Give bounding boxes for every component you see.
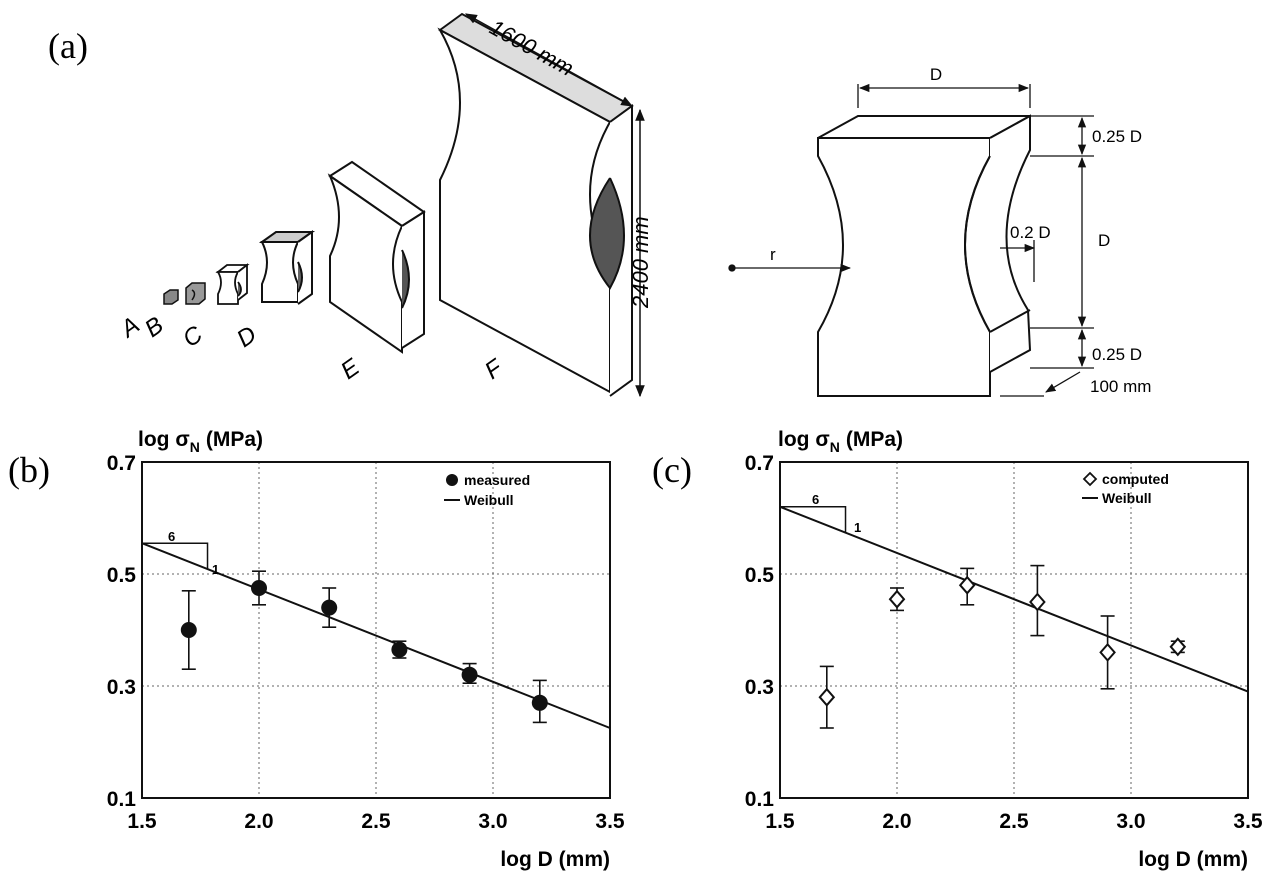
x-tick-label: 3.0 xyxy=(478,810,507,833)
specimen-label-d: D xyxy=(232,321,262,353)
data-point xyxy=(1099,642,1116,662)
slope-run-label: 6 xyxy=(812,492,819,507)
y-tick-label: 0.7 xyxy=(107,452,136,475)
detail-specimen xyxy=(817,114,1032,397)
data-marks xyxy=(141,542,611,729)
y-tick-label: 0.1 xyxy=(107,788,137,811)
legend-computed-label: computed xyxy=(1102,471,1169,487)
panel-label-c: (c) xyxy=(652,450,692,490)
detail-notch-dim: 0.2 D xyxy=(1010,223,1051,242)
slope-rise-label: 1 xyxy=(854,520,861,535)
slope-triangle: 6 1 xyxy=(142,529,219,577)
detail-lower-dim: 0.25 D xyxy=(1092,345,1142,364)
panel-label-a: (a) xyxy=(48,26,88,66)
specimen-letter-labels: A B C D E F xyxy=(114,312,508,385)
slope-triangle: 6 1 xyxy=(780,492,861,535)
data-point xyxy=(461,666,478,683)
y-tick-label: 0.3 xyxy=(745,676,774,699)
legend-computed-marker xyxy=(1082,471,1098,487)
height-label: 2400 mm xyxy=(628,216,653,309)
x-tick-label: 2.5 xyxy=(999,810,1029,833)
detail-upper-dim: 0.25 D xyxy=(1092,127,1142,146)
x-tick-label: 2.5 xyxy=(361,810,391,833)
legend: measured Weibull xyxy=(444,472,530,508)
y-tick-label: 0.3 xyxy=(107,676,136,699)
legend-weibull-label: Weibull xyxy=(464,492,514,508)
x-tick-label: 1.5 xyxy=(127,810,157,833)
specimen-label-f: F xyxy=(480,354,509,385)
specimen-d xyxy=(258,230,316,305)
detail-thickness-dim: 100 mm xyxy=(1090,377,1151,396)
x-tick-label: 2.0 xyxy=(244,810,273,833)
x-tick-label: 3.5 xyxy=(1233,810,1263,833)
weibull-line xyxy=(779,505,1249,693)
specimen-c xyxy=(215,263,250,305)
x-tick-label: 2.0 xyxy=(882,810,911,833)
plot-frame xyxy=(779,461,1249,799)
slope-triangle-lines xyxy=(142,542,209,570)
legend: computed Weibull xyxy=(1082,471,1169,506)
width-dimension-line xyxy=(464,13,634,107)
specimen-label-e: E xyxy=(336,353,365,385)
data-point xyxy=(1029,592,1046,612)
data-point xyxy=(180,622,197,638)
data-point xyxy=(818,687,836,707)
y-axis-label: log σN (MPa) xyxy=(778,428,903,455)
panel-label-b: (b) xyxy=(8,450,50,490)
y-tick-labels: 0.1 0.3 0.5 0.7 xyxy=(107,452,137,811)
chart-b: (b) log σN (MPa) log D (mm) 0.1 0.3 0.5 0… xyxy=(8,428,625,871)
chart-c: (c) log σN (MPa) log D (mm) 0.1 0.3 0.5 0… xyxy=(652,428,1263,871)
specimen-label-c: C xyxy=(178,320,208,352)
specimen-a xyxy=(163,289,179,305)
x-tick-labels: 1.5 2.0 2.5 3.0 3.5 xyxy=(765,810,1263,833)
detail-r-label: r xyxy=(770,245,776,264)
grid xyxy=(142,462,610,798)
y-tick-label: 0.5 xyxy=(107,564,137,587)
specimen-label-b: B xyxy=(140,312,169,343)
plot-frame xyxy=(141,461,611,799)
x-tick-label: 3.0 xyxy=(1116,810,1145,833)
detail-middle-dim: D xyxy=(1098,231,1110,250)
detail-top-dim: D xyxy=(930,65,942,84)
slope-rise-label: 1 xyxy=(212,562,219,577)
x-tick-label: 1.5 xyxy=(765,810,795,833)
specimen-f xyxy=(437,12,634,397)
data-point xyxy=(958,575,976,595)
specimen-label-a: A xyxy=(114,312,144,344)
weibull-line xyxy=(141,542,611,729)
legend-weibull-label: Weibull xyxy=(1102,490,1152,506)
y-tick-label: 0.7 xyxy=(745,452,774,475)
y-axis-label: log σN (MPa) xyxy=(138,428,263,455)
y-tick-label: 0.1 xyxy=(745,788,775,811)
slope-triangle-lines xyxy=(780,506,847,533)
x-tick-label: 3.5 xyxy=(595,810,625,833)
data-point xyxy=(888,589,906,609)
slope-run-label: 6 xyxy=(168,529,175,544)
x-axis-label: log D (mm) xyxy=(500,848,610,871)
legend-measured-marker xyxy=(446,474,458,486)
x-axis-label: log D (mm) xyxy=(1138,848,1248,871)
data-point xyxy=(251,580,267,596)
data-marks xyxy=(779,505,1249,729)
y-tick-labels: 0.1 0.3 0.5 0.7 xyxy=(745,452,775,811)
data-point xyxy=(391,641,408,658)
y-tick-label: 0.5 xyxy=(745,564,775,587)
detail-dimensions xyxy=(728,83,1094,397)
panel-a: (a) xyxy=(48,12,1151,398)
grid xyxy=(780,462,1248,798)
x-tick-labels: 1.5 2.0 2.5 3.0 3.5 xyxy=(127,810,625,833)
data-point xyxy=(531,694,548,711)
specimen-b xyxy=(185,282,206,305)
legend-measured-label: measured xyxy=(464,472,530,488)
data-point xyxy=(1169,637,1187,657)
data-point xyxy=(321,599,338,616)
specimen-e xyxy=(327,160,426,354)
